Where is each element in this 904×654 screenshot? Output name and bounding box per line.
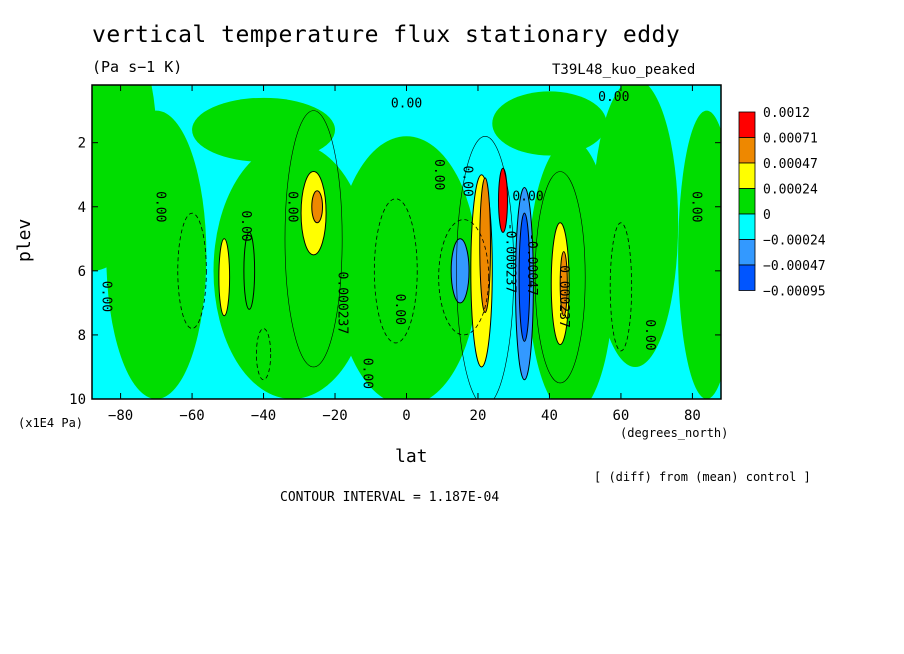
colorbar-label: 0.00071 xyxy=(763,132,818,147)
colorbar-swatch xyxy=(738,137,756,164)
contour-line xyxy=(255,328,272,381)
y-axis: 2 4 6 8 10 xyxy=(69,136,721,408)
chart-units: (Pa s−1 K) xyxy=(92,58,183,76)
contour-line xyxy=(456,136,515,399)
contour-line xyxy=(534,171,586,384)
contour-label: 0.00 xyxy=(360,358,375,389)
contour-label: -0.00047 xyxy=(524,233,539,296)
x-axis: −80 −60 −40 −20 0 20 40 60 80 xyxy=(108,85,701,424)
field-extremum xyxy=(559,251,568,317)
field-region xyxy=(106,110,207,399)
colorbar-label: 0 xyxy=(763,208,771,223)
chart-title: vertical temperature flux stationary edd… xyxy=(92,22,681,48)
colorbar-label: −0.00024 xyxy=(763,234,826,249)
field-extremum xyxy=(311,190,324,224)
y-axis-label: plev xyxy=(14,218,35,262)
field-extremum xyxy=(518,212,531,342)
contour-label: 0.00 xyxy=(431,159,446,190)
x-axis-label: lat xyxy=(395,446,428,467)
contour-label: 0.00 xyxy=(642,319,657,350)
x-tick-label: 0 xyxy=(402,408,410,424)
field-region xyxy=(492,91,607,156)
diff-note: [ (diff) from (mean) control ] xyxy=(594,470,811,484)
colorbar-swatch xyxy=(738,162,756,189)
contour-label: 0.000237 xyxy=(335,272,350,335)
contour-label: 0.00 xyxy=(460,165,475,196)
y-units: (x1E4 Pa) xyxy=(18,416,84,430)
x-tick-label: 80 xyxy=(684,408,701,424)
colorbar-label: 0.00024 xyxy=(763,183,818,198)
contour-label: 0.000237 xyxy=(556,265,571,328)
x-tick-label: −80 xyxy=(108,408,133,424)
contour-label: 0.00 xyxy=(598,90,629,105)
x-tick-label: 60 xyxy=(613,408,630,424)
colorbar-label: −0.00095 xyxy=(763,285,826,300)
field-extremum xyxy=(243,231,256,310)
contour-lines xyxy=(177,110,633,399)
contour-label: 0.00 xyxy=(688,191,703,222)
colorbar-swatch xyxy=(738,264,756,291)
contour-line xyxy=(609,222,633,352)
contour-line xyxy=(284,110,343,368)
field-region xyxy=(678,110,721,399)
contour-labels: 0.00 0.00 0.00 0.00 0.00 0.00 0.00 0.00 0.00 0.00… xyxy=(99,90,704,389)
x-tick-label: −60 xyxy=(179,408,204,424)
field-region xyxy=(528,139,614,399)
field-region xyxy=(335,136,478,399)
field-extremum xyxy=(218,238,231,317)
colorbar-label: 0.00047 xyxy=(763,157,818,172)
colorbar-swatch xyxy=(738,188,756,215)
x-tick-label: 40 xyxy=(541,408,558,424)
colorbar-swatch xyxy=(738,239,756,266)
x-units: (degrees_north) xyxy=(620,426,729,440)
field-extremum xyxy=(479,177,491,313)
contour-label: 0.00 xyxy=(238,210,253,241)
y-tick-label: 6 xyxy=(78,264,86,280)
colorbar-swatch xyxy=(738,213,756,240)
contour-label: 0.00 xyxy=(152,191,167,222)
contour-line xyxy=(438,219,490,336)
x-tick-label: 20 xyxy=(470,408,487,424)
field-region xyxy=(192,97,336,162)
field-region xyxy=(592,85,679,367)
field-extremum xyxy=(498,167,508,233)
y-tick-label: 4 xyxy=(78,200,86,216)
plot-field xyxy=(92,85,721,399)
x-tick-label: −20 xyxy=(322,408,347,424)
y-tick-label: 2 xyxy=(78,136,86,152)
colorbar-label: 0.0012 xyxy=(763,106,810,121)
field-extremum xyxy=(450,238,470,304)
contour-label: 0.00 xyxy=(99,281,114,312)
x-tick-label: −40 xyxy=(251,408,276,424)
colorbar-swatch xyxy=(738,111,756,138)
run-label: T39L48_kuo_peaked xyxy=(552,62,696,78)
contour-label: 0.00 xyxy=(285,191,300,222)
y-tick-label: 8 xyxy=(78,328,86,344)
contour-label: 0.00 xyxy=(512,189,543,204)
field-region xyxy=(213,142,371,399)
contour-label: 0.00 xyxy=(392,294,407,325)
contour-interval: CONTOUR INTERVAL = 1.187E-04 xyxy=(280,490,500,505)
contour-label: 0.00 xyxy=(391,96,422,111)
colorbar-label: −0.00047 xyxy=(763,259,826,274)
contour-line xyxy=(177,212,207,329)
colorbar: 0.0012 0.00071 0.00047 0.00024 0 −0.00024 −0.0… xyxy=(738,106,826,300)
contour-label: -0.000237 xyxy=(503,223,518,293)
contour-line xyxy=(373,198,418,344)
y-tick-label: 10 xyxy=(69,392,86,408)
